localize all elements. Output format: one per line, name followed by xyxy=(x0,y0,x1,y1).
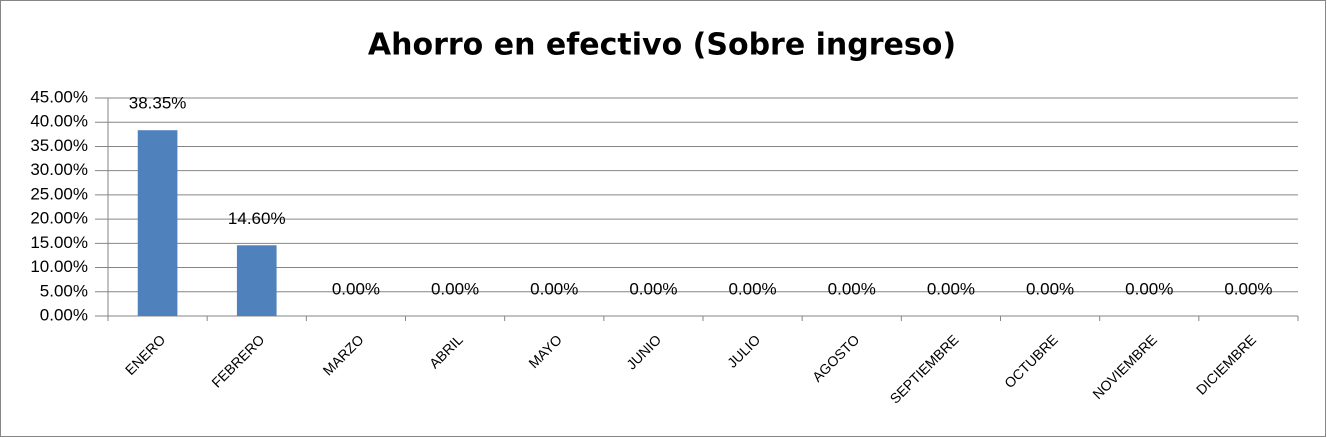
chart-title: Ahorro en efectivo (Sobre ingreso) xyxy=(368,28,956,63)
y-tick-label: 20.00% xyxy=(30,209,88,228)
data-label: 0.00% xyxy=(1224,279,1272,298)
data-label: 0.00% xyxy=(1125,279,1173,298)
data-label: 0.00% xyxy=(629,279,677,298)
y-tick-label: 15.00% xyxy=(30,233,88,252)
bar xyxy=(137,130,178,316)
y-tick-label: 5.00% xyxy=(40,281,88,300)
data-label: 0.00% xyxy=(927,279,975,298)
y-tick-label: 25.00% xyxy=(30,184,88,203)
data-label: 0.00% xyxy=(1026,279,1074,298)
y-tick-label: 40.00% xyxy=(30,112,88,131)
data-label: 0.00% xyxy=(828,279,876,298)
y-tick-label: 45.00% xyxy=(30,87,88,106)
data-label: 38.35% xyxy=(129,94,187,113)
y-tick-label: 35.00% xyxy=(30,136,88,155)
data-label: 0.00% xyxy=(530,279,578,298)
data-label: 0.00% xyxy=(431,279,479,298)
y-tick-label: 30.00% xyxy=(30,160,88,179)
y-tick-label: 10.00% xyxy=(30,257,88,276)
data-label: 0.00% xyxy=(728,279,776,298)
bar xyxy=(236,245,277,316)
y-tick-label: 0.00% xyxy=(40,305,88,324)
data-label: 14.60% xyxy=(228,209,286,228)
data-label: 0.00% xyxy=(332,279,380,298)
